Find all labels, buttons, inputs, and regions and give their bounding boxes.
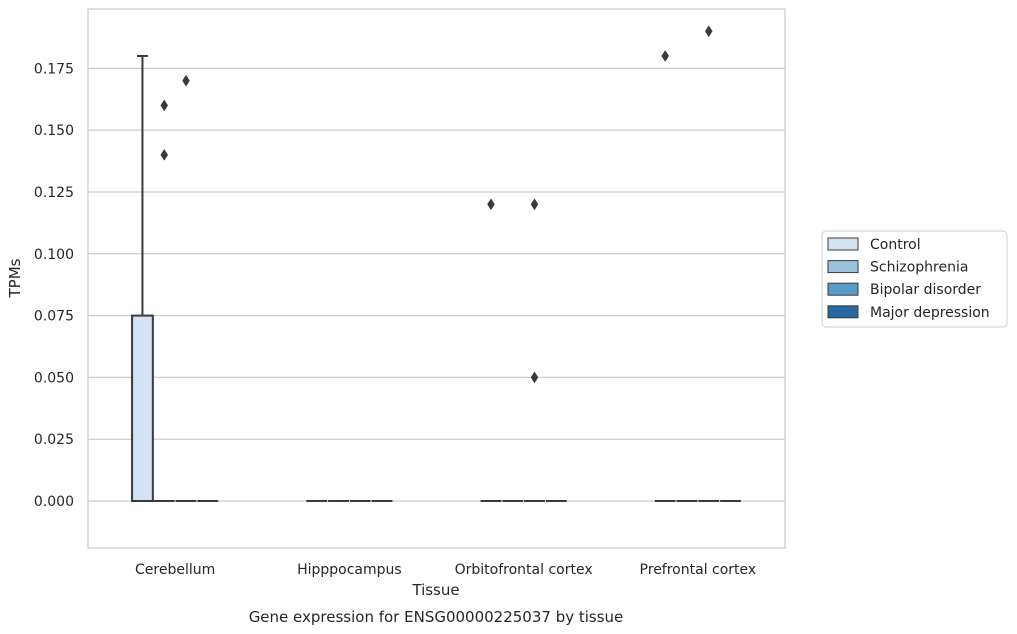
outlier-point	[530, 198, 539, 211]
y-tick-label: 0.175	[34, 61, 74, 77]
legend-label: Schizophrenia	[870, 260, 968, 276]
y-tick-label: 0.050	[34, 370, 74, 386]
boxes	[131, 25, 741, 503]
legend-swatch	[827, 282, 859, 296]
outlier-point	[530, 371, 539, 384]
legend-label: Bipolar disorder	[870, 282, 981, 298]
x-tick-label: Hipppocampus	[297, 562, 402, 578]
legend: Control Schizophrenia Bipolar disorder Majo…	[821, 230, 1008, 328]
y-tick-label: 0.125	[34, 185, 74, 201]
box-control	[131, 54, 154, 503]
box-bipolar-disorder	[175, 74, 197, 503]
box-schizophrenia	[153, 99, 175, 503]
outlier-point	[704, 25, 713, 38]
legend-label: Major depression	[870, 305, 990, 321]
legend-label: Control	[870, 237, 921, 253]
box-bipolar-disorder	[524, 198, 545, 503]
outlier-point	[661, 50, 669, 62]
y-tick-labels: 0.000 0.025 0.050 0.075 0.100 0.125 0.150 0.175	[34, 61, 74, 510]
x-tick-label: Cerebellum	[135, 562, 215, 578]
legend-swatch	[827, 305, 859, 319]
x-axis-label: Tissue	[411, 581, 459, 599]
y-tick-label: 0.075	[34, 309, 74, 325]
plot-area-frame	[87, 8, 786, 549]
legend-frame	[821, 230, 1008, 328]
chart-caption: Gene expression for ENSG00000225037 by t…	[249, 608, 624, 626]
outlier-point	[182, 74, 190, 87]
y-axis-label: TPMs	[6, 258, 24, 298]
outlier-point	[487, 198, 495, 211]
x-tick-label: Orbitofrontal cortex	[455, 562, 593, 578]
x-tick-labels: Cerebellum Hipppocampus Orbitofrontal cort…	[135, 562, 756, 578]
legend-swatch	[827, 260, 859, 274]
box-control	[654, 50, 676, 503]
y-tick-label: 0.000	[34, 494, 74, 510]
y-tick-label: 0.150	[34, 123, 74, 139]
legend-swatch	[827, 237, 859, 251]
box-body	[131, 314, 154, 503]
y-tick-label: 0.100	[34, 247, 74, 263]
outlier-point	[160, 99, 169, 112]
y-tick-label: 0.025	[34, 432, 74, 448]
x-tick-label: Prefrontal cortex	[640, 562, 757, 578]
box-bipolar-disorder	[698, 25, 720, 503]
grid-lines	[88, 67, 785, 502]
legend-items: Control Schizophrenia Bipolar disorder Majo…	[827, 237, 990, 321]
box-control	[480, 198, 502, 503]
outlier-point	[160, 148, 169, 161]
